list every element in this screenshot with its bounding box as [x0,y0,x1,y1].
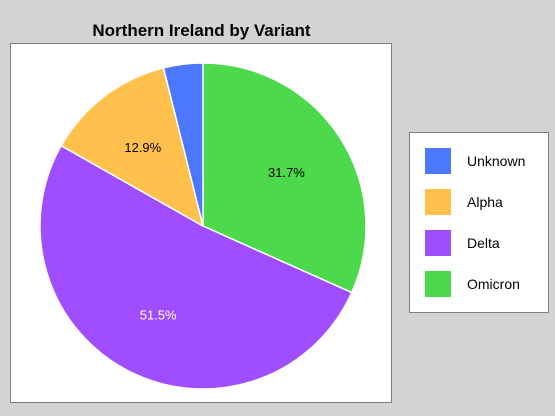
pie-slice-delta [39,144,353,390]
pie-chart: 31.7% 51.5% 12.9% [39,62,367,390]
legend-item-alpha: Alpha [425,189,545,215]
plot-panel: 31.7% 51.5% 12.9% [10,43,392,403]
legend-swatch [425,271,451,297]
pie-slice-alpha [60,66,205,228]
pie-slice-unknown [162,62,204,227]
legend-item-unknown: Unknown [425,148,545,174]
pie-slice-omicron [202,62,367,294]
chart-title: Northern Ireland by Variant [92,21,311,40]
legend-item-omicron: Omicron [425,271,545,297]
slice-label-alpha: 12.9% [124,140,161,155]
slice-label-omicron: 31.7% [268,165,305,180]
slice-label-delta: 51.5% [140,308,177,323]
legend-swatch [425,189,451,215]
legend-swatch [425,230,451,256]
legend: Unknown Alpha Delta Omicron [409,132,549,313]
legend-swatch [425,148,451,174]
legend-label: Alpha [467,194,503,210]
legend-item-delta: Delta [425,230,545,256]
legend-label: Delta [467,235,500,251]
legend-label: Omicron [467,276,520,292]
legend-label: Unknown [467,153,526,169]
